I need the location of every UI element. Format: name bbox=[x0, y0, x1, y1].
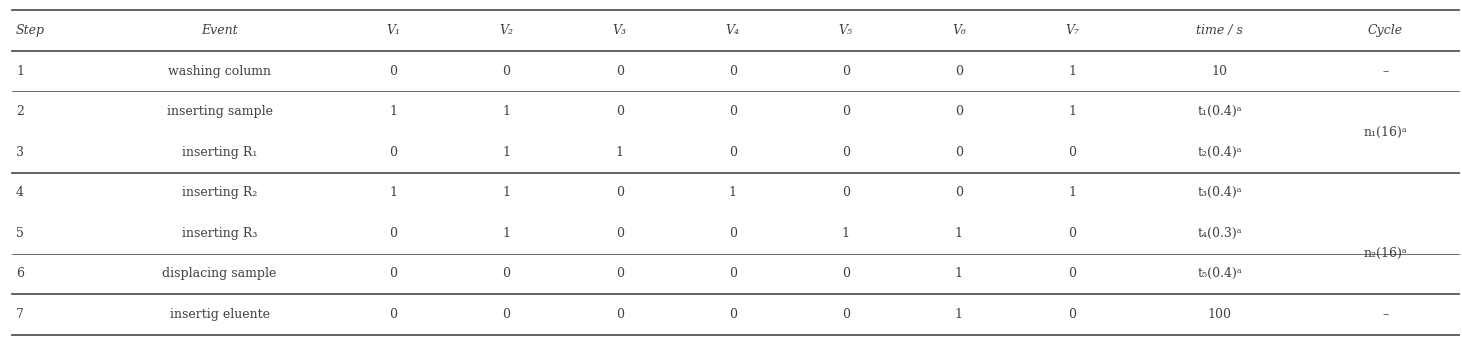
Text: 4: 4 bbox=[16, 186, 23, 199]
Text: V₃: V₃ bbox=[613, 24, 627, 37]
Text: 7: 7 bbox=[16, 308, 23, 321]
Text: 0: 0 bbox=[389, 146, 398, 159]
Text: 1: 1 bbox=[842, 227, 849, 240]
Text: 0: 0 bbox=[616, 186, 624, 199]
Text: 0: 0 bbox=[728, 105, 737, 118]
Text: 10: 10 bbox=[1212, 65, 1228, 78]
Text: 1: 1 bbox=[955, 227, 963, 240]
Text: 0: 0 bbox=[728, 65, 737, 78]
Text: inserting sample: inserting sample bbox=[167, 105, 272, 118]
Text: insertig eluente: insertig eluente bbox=[170, 308, 269, 321]
Text: 0: 0 bbox=[728, 227, 737, 240]
Text: 1: 1 bbox=[16, 65, 23, 78]
Text: 0: 0 bbox=[728, 267, 737, 280]
Text: 0: 0 bbox=[1069, 267, 1076, 280]
Text: n₂(16)ᵃ: n₂(16)ᵃ bbox=[1363, 247, 1406, 260]
Text: displacing sample: displacing sample bbox=[162, 267, 276, 280]
Text: 0: 0 bbox=[389, 227, 398, 240]
Text: V₁: V₁ bbox=[386, 24, 401, 37]
Text: –: – bbox=[1382, 308, 1389, 321]
Text: 0: 0 bbox=[842, 146, 849, 159]
Text: 2: 2 bbox=[16, 105, 23, 118]
Text: n₁(16)ᵃ: n₁(16)ᵃ bbox=[1363, 126, 1406, 138]
Text: 1: 1 bbox=[389, 186, 398, 199]
Text: 0: 0 bbox=[955, 146, 963, 159]
Text: 5: 5 bbox=[16, 227, 23, 240]
Text: Step: Step bbox=[16, 24, 45, 37]
Text: t₃(0.4)ᵃ: t₃(0.4)ᵃ bbox=[1197, 186, 1243, 199]
Text: 1: 1 bbox=[616, 146, 624, 159]
Text: 1: 1 bbox=[955, 308, 963, 321]
Text: 1: 1 bbox=[728, 186, 737, 199]
Text: 1: 1 bbox=[389, 105, 398, 118]
Text: 0: 0 bbox=[1069, 227, 1076, 240]
Text: 1: 1 bbox=[1069, 105, 1076, 118]
Text: V₂: V₂ bbox=[500, 24, 513, 37]
Text: Cycle: Cycle bbox=[1367, 24, 1402, 37]
Text: Event: Event bbox=[202, 24, 238, 37]
Text: V₆: V₆ bbox=[952, 24, 966, 37]
Text: 0: 0 bbox=[955, 105, 963, 118]
Text: 0: 0 bbox=[389, 65, 398, 78]
Text: 0: 0 bbox=[616, 308, 624, 321]
Text: 0: 0 bbox=[842, 308, 849, 321]
Text: 3: 3 bbox=[16, 146, 23, 159]
Text: 1: 1 bbox=[955, 267, 963, 280]
Text: inserting R₁: inserting R₁ bbox=[181, 146, 257, 159]
Text: washing column: washing column bbox=[168, 65, 270, 78]
Text: 1: 1 bbox=[503, 186, 510, 199]
Text: t₄(0.3)ᵃ: t₄(0.3)ᵃ bbox=[1197, 227, 1243, 240]
Text: 0: 0 bbox=[616, 65, 624, 78]
Text: 1: 1 bbox=[503, 146, 510, 159]
Text: V₇: V₇ bbox=[1064, 24, 1079, 37]
Text: 0: 0 bbox=[842, 65, 849, 78]
Text: 1: 1 bbox=[503, 105, 510, 118]
Text: 0: 0 bbox=[503, 308, 510, 321]
Text: 0: 0 bbox=[842, 105, 849, 118]
Text: 0: 0 bbox=[955, 186, 963, 199]
Text: 1: 1 bbox=[503, 227, 510, 240]
Text: 0: 0 bbox=[842, 267, 849, 280]
Text: 6: 6 bbox=[16, 267, 23, 280]
Text: time / s: time / s bbox=[1196, 24, 1243, 37]
Text: 0: 0 bbox=[503, 267, 510, 280]
Text: 0: 0 bbox=[728, 308, 737, 321]
Text: 0: 0 bbox=[616, 105, 624, 118]
Text: 0: 0 bbox=[1069, 308, 1076, 321]
Text: 0: 0 bbox=[1069, 146, 1076, 159]
Text: 0: 0 bbox=[728, 146, 737, 159]
Text: 1: 1 bbox=[1069, 186, 1076, 199]
Text: t₅(0.4)ᵃ: t₅(0.4)ᵃ bbox=[1197, 267, 1243, 280]
Text: t₁(0.4)ᵃ: t₁(0.4)ᵃ bbox=[1197, 105, 1243, 118]
Text: inserting R₃: inserting R₃ bbox=[181, 227, 257, 240]
Text: 0: 0 bbox=[389, 308, 398, 321]
Text: 0: 0 bbox=[389, 267, 398, 280]
Text: 0: 0 bbox=[955, 65, 963, 78]
Text: V₄: V₄ bbox=[725, 24, 740, 37]
Text: –: – bbox=[1382, 65, 1389, 78]
Text: V₅: V₅ bbox=[839, 24, 852, 37]
Text: 100: 100 bbox=[1208, 308, 1232, 321]
Text: inserting R₂: inserting R₂ bbox=[181, 186, 257, 199]
Text: 0: 0 bbox=[503, 65, 510, 78]
Text: 0: 0 bbox=[616, 267, 624, 280]
Text: 0: 0 bbox=[616, 227, 624, 240]
Text: 1: 1 bbox=[1069, 65, 1076, 78]
Text: t₂(0.4)ᵃ: t₂(0.4)ᵃ bbox=[1197, 146, 1243, 159]
Text: 0: 0 bbox=[842, 186, 849, 199]
